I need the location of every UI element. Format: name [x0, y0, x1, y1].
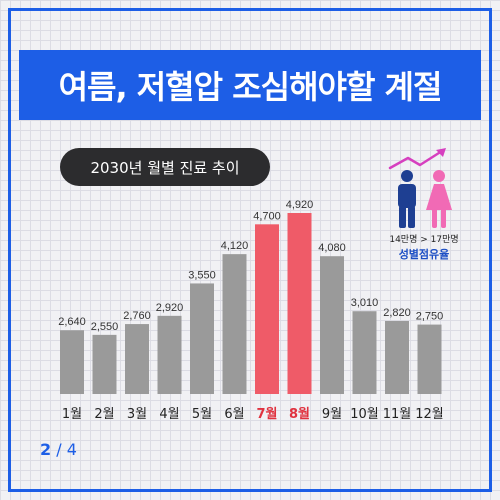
- chart-title: 2030년 월별 진료 추이: [90, 158, 240, 177]
- bar-3: [125, 324, 149, 394]
- title-banner: 여름, 저혈압 조심해야할 계절: [19, 50, 481, 120]
- category-label-4: 4월: [159, 407, 179, 422]
- category-label-7: 7월: [256, 406, 277, 422]
- category-label-5: 5월: [192, 407, 212, 422]
- value-label-9: 4,080: [318, 242, 346, 254]
- female-icon: [426, 170, 452, 228]
- page-title: 여름, 저혈압 조심해야할 계절: [58, 68, 443, 106]
- bar-7: [255, 224, 279, 394]
- value-label-8: 4,920: [286, 199, 314, 211]
- value-label-6: 4,120: [221, 240, 249, 252]
- page-separator: /: [56, 440, 62, 459]
- page-total: 4: [66, 440, 77, 459]
- category-label-8: 8월: [289, 406, 310, 422]
- upward-trend-arrow-icon: [388, 148, 446, 170]
- value-label-7: 4,700: [253, 210, 281, 222]
- value-label-4: 2,920: [156, 302, 184, 314]
- bar-9: [320, 256, 344, 394]
- bar-2: [92, 334, 117, 394]
- bar-1: [60, 330, 84, 394]
- bar-4: [157, 315, 182, 394]
- value-label-12: 2,750: [416, 311, 444, 323]
- chart-title-pill: 2030년 월별 진료 추이: [60, 148, 270, 186]
- bar-11: [385, 320, 409, 394]
- bar-5: [190, 283, 214, 394]
- gender-ratio-graphic: [386, 148, 462, 266]
- male-icon: [398, 170, 416, 228]
- value-label-5: 3,550: [188, 269, 216, 281]
- bar-12: [417, 324, 442, 394]
- page-indicator: 2 / 4: [40, 440, 77, 459]
- category-label-6: 6월: [224, 407, 244, 422]
- value-label-11: 2,820: [383, 307, 411, 319]
- value-label-2: 2,550: [91, 321, 119, 333]
- category-label-9: 9월: [322, 407, 342, 422]
- bar-6: [222, 254, 247, 394]
- category-label-1: 1월: [62, 407, 82, 422]
- value-label-1: 2,640: [58, 316, 86, 328]
- category-label-11: 11월: [383, 407, 412, 422]
- value-label-10: 3,010: [351, 297, 379, 309]
- bar-8: [287, 213, 312, 394]
- category-label-3: 3월: [127, 407, 147, 422]
- value-label-3: 2,760: [123, 310, 151, 322]
- ratio-text: 14만명 > 17만명: [389, 235, 459, 245]
- bar-10: [352, 311, 377, 394]
- outer-frame: [8, 8, 492, 492]
- category-label-10: 10월: [350, 407, 379, 422]
- page-current: 2: [40, 440, 52, 459]
- ratio-label: 성별점유율: [398, 248, 450, 261]
- category-label-2: 2월: [94, 407, 114, 422]
- category-label-12: 12월: [415, 407, 444, 422]
